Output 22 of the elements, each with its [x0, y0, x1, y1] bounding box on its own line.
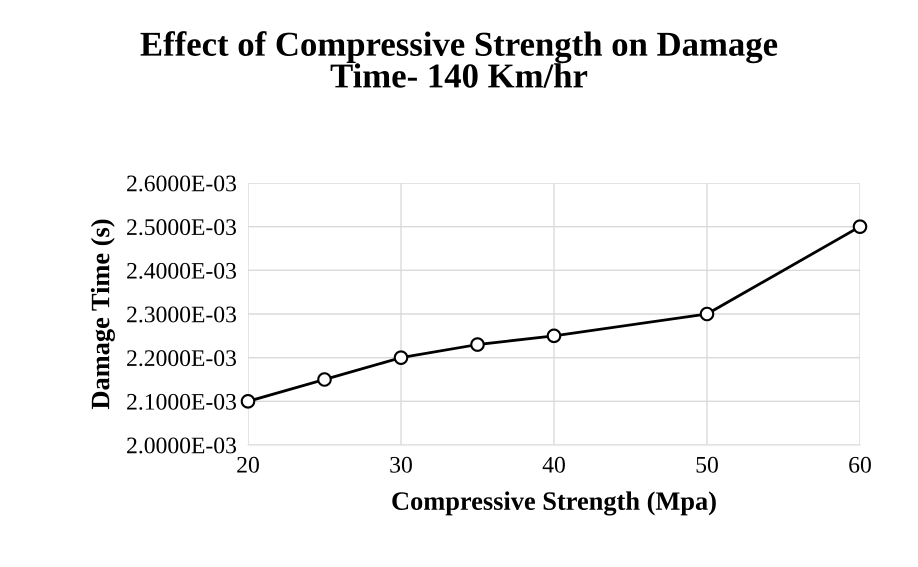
- point: [546, 328, 562, 344]
- point: [852, 219, 868, 234]
- y-tick-label: 2.6000E-03: [127, 175, 236, 192]
- x-tick-label: 60: [849, 456, 871, 473]
- chart-title: Effect of Compressive Strength on Damage Time- 140 Km/hr: [140, 31, 778, 88]
- y-tick-label: 2.0000E-03: [127, 437, 236, 454]
- x-axis-title: Compressive Strength (Mpa): [392, 491, 716, 516]
- point: [317, 372, 332, 387]
- y-tick-label: 2.3000E-03: [127, 306, 236, 323]
- y-tick-label: 2.4000E-03: [127, 262, 236, 279]
- y-tick-label: 2.1000E-03: [127, 394, 236, 410]
- point: [700, 306, 714, 322]
- point: [394, 350, 408, 365]
- x-tick-label: 50: [696, 456, 718, 473]
- y-tick-label: 2.2000E-03: [127, 350, 236, 366]
- y-tick-label: 2.5000E-03: [127, 219, 236, 236]
- x-tick-label: 20: [237, 456, 259, 473]
- point: [470, 337, 485, 352]
- x-tick-label: 30: [390, 456, 412, 473]
- x-tick-label: 40: [542, 456, 565, 473]
- y-axis-title: Damage Time (s): [90, 220, 115, 410]
- point: [240, 394, 256, 409]
